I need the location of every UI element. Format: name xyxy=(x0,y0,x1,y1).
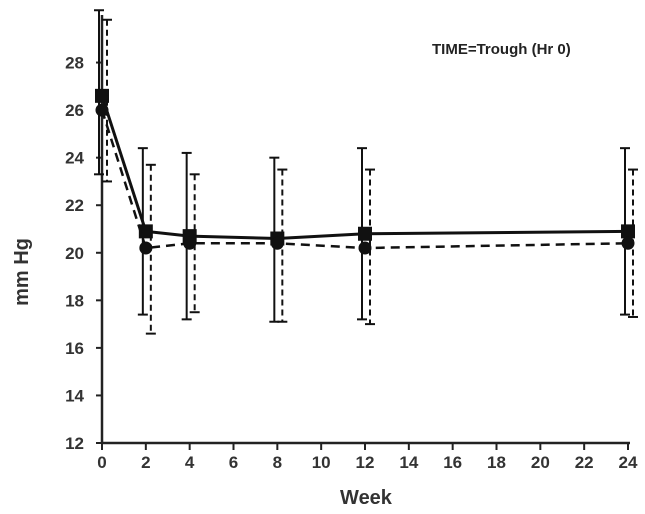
data-point-circle xyxy=(621,236,635,250)
series-layer xyxy=(94,9,638,335)
x-tick-label: 20 xyxy=(531,453,550,472)
y-tick-label: 24 xyxy=(65,149,84,168)
y-tick-label: 12 xyxy=(65,434,84,453)
chart-annotation: TIME=Trough (Hr 0) xyxy=(432,41,571,58)
x-tick-label: 8 xyxy=(273,453,282,472)
x-tick-label: 4 xyxy=(185,453,195,472)
data-point-square xyxy=(621,224,635,239)
x-tick-label: 18 xyxy=(487,453,506,472)
data-point-circle xyxy=(95,103,109,117)
y-axis-title: mm Hg xyxy=(11,238,33,306)
x-tick-label: 6 xyxy=(229,453,238,472)
data-point-circle xyxy=(358,241,372,255)
x-tick-label: 14 xyxy=(399,453,418,472)
y-tick-label: 16 xyxy=(65,339,84,358)
x-tick-label: 10 xyxy=(312,453,331,472)
data-point-circle xyxy=(139,241,153,255)
series-2 xyxy=(95,18,638,335)
y-tick-label: 14 xyxy=(65,386,84,405)
series-line xyxy=(100,109,629,250)
x-axis-title: Week xyxy=(340,487,393,509)
data-point-circle xyxy=(183,236,197,250)
data-point-square xyxy=(95,88,109,103)
series-line xyxy=(100,95,629,241)
y-tick-label: 20 xyxy=(65,244,84,263)
data-point-square xyxy=(138,224,153,239)
x-tick-label: 24 xyxy=(619,453,638,472)
x-tick-label: 2 xyxy=(141,453,150,472)
x-tick-label: 12 xyxy=(356,453,375,472)
data-point-square xyxy=(358,226,372,241)
data-point-circle xyxy=(270,236,284,250)
x-tick-label: 16 xyxy=(443,453,462,472)
y-tick-label: 18 xyxy=(65,291,84,310)
y-tick-label: 26 xyxy=(65,101,84,120)
x-tick-label: 22 xyxy=(575,453,594,472)
y-tick-label: 22 xyxy=(65,196,84,215)
x-tick-label: 0 xyxy=(97,453,106,472)
y-tick-label: 28 xyxy=(65,54,84,73)
